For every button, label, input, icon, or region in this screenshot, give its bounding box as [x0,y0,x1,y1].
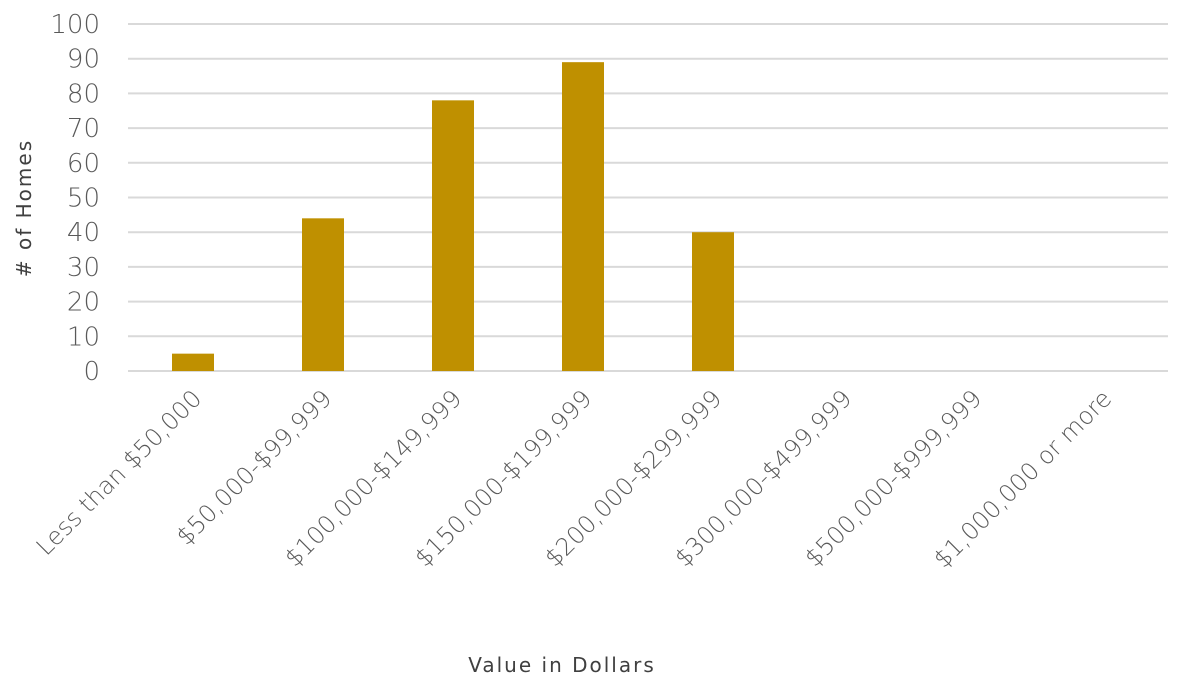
y-tick-label: 10 [67,322,100,352]
y-tick-label: 90 [67,45,100,75]
y-tick-label: 80 [67,79,100,109]
x-axis-title: Value in Dollars [468,653,656,673]
bar [172,353,214,371]
y-tick-label: 100 [50,10,100,40]
bar [562,62,604,372]
y-tick-label: 60 [67,149,100,179]
y-tick-label: 0 [83,357,100,387]
gridlines [128,23,1168,372]
x-axis-ticks: Less than $50,000$50,000-$99,999$100,000… [31,384,1118,573]
bar [302,218,344,371]
bars [172,62,734,372]
y-tick-label: 40 [67,218,100,248]
y-tick-label: 70 [67,114,100,144]
y-tick-label: 20 [67,288,100,318]
y-axis-ticks: 0 10 20 30 40 50 60 70 80 90 100 [50,10,100,387]
y-axis-title: # of Homes [12,139,36,277]
bar [692,232,734,371]
bar [432,100,474,371]
y-tick-label: 50 [67,184,100,214]
y-tick-label: 30 [67,253,100,283]
